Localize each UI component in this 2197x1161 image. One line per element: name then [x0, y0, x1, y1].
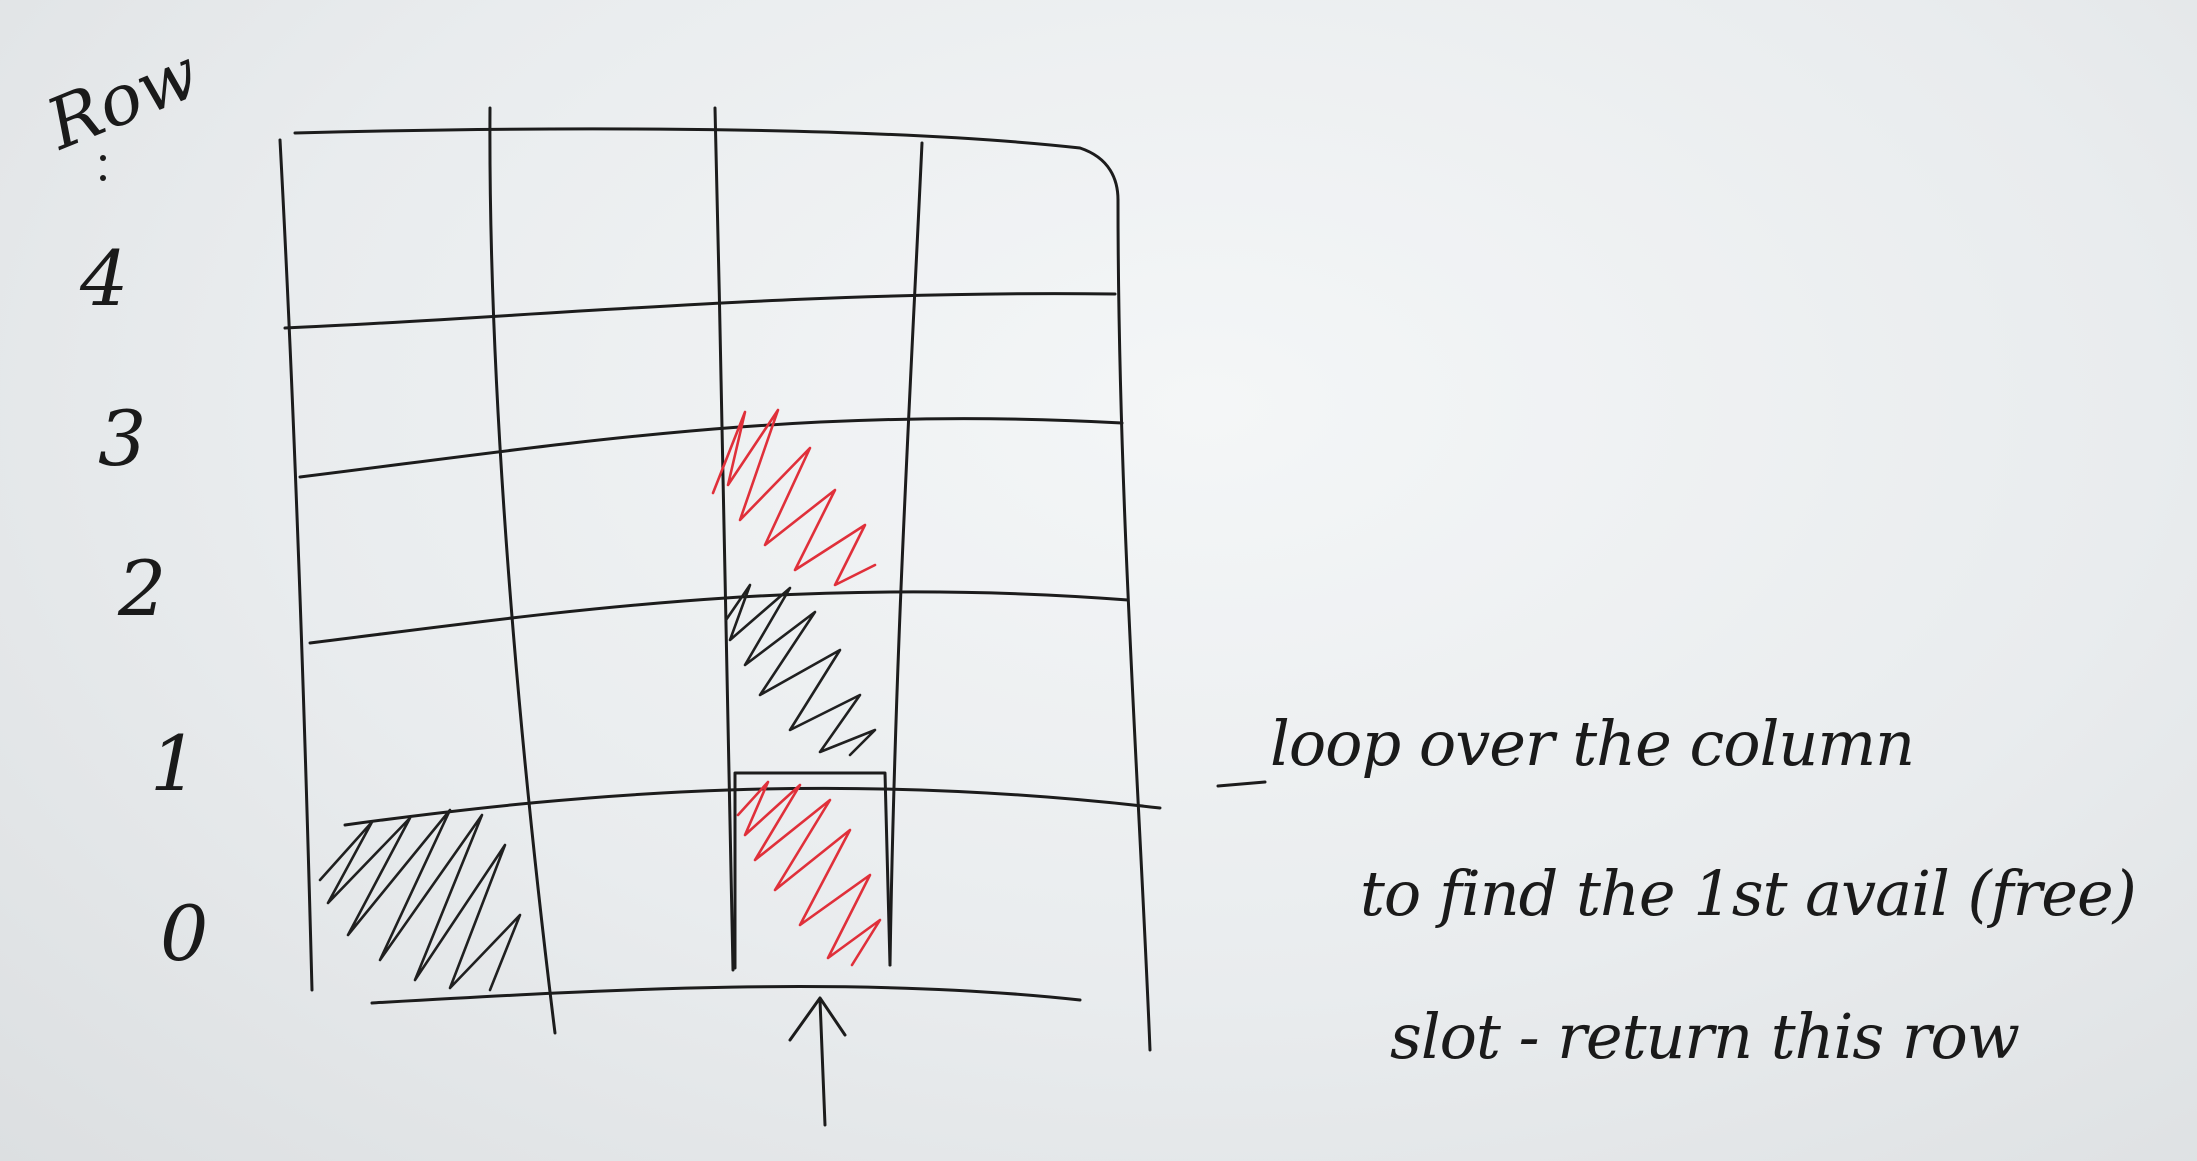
filled-cell-row-0-col-0 — [318, 808, 522, 992]
grid-line-col-3 — [888, 141, 924, 967]
highlight-box — [733, 771, 892, 970]
row-label-1: 1 — [150, 719, 198, 808]
note-dash — [1216, 780, 1267, 788]
arrow-up-icon — [788, 996, 847, 1127]
row-labels: 4 3 2 1 0 — [79, 234, 208, 978]
grid-right-edge — [1116, 198, 1152, 1052]
grid-line-row-3 — [298, 417, 1124, 479]
note-line-1: loop over the column — [1270, 707, 1914, 780]
row-label-4: 4 — [79, 234, 128, 323]
row-label-2: 2 — [117, 544, 166, 633]
note-line-2: to find the 1st avail (free) — [1360, 857, 2136, 930]
filled-cell-row-2-col-2 — [711, 408, 877, 587]
grid-line-col-1 — [488, 106, 557, 1035]
filled-cell-row-1-col-2 — [724, 583, 877, 757]
row-label-3: 3 — [98, 394, 146, 483]
grid-line-row-1 — [343, 786, 1162, 827]
grid-line-col-2 — [713, 106, 735, 972]
grid — [278, 106, 1162, 1052]
row-label-0: 0 — [160, 889, 208, 978]
grid-left-edge — [278, 138, 314, 992]
row-axis-title: Row — [34, 32, 210, 167]
ellipsis-dots — [100, 155, 106, 181]
filled-cell-row-0-col-2 — [736, 780, 882, 967]
grid-line-row-4 — [283, 292, 1117, 330]
grid-bottom-edge — [370, 985, 1082, 1005]
grid-top-edge — [293, 127, 1120, 202]
note: loop over the column to find the 1st ava… — [1216, 707, 2137, 1073]
grid-line-row-2 — [308, 590, 1130, 645]
note-line-3: slot - return this row — [1390, 1000, 2019, 1073]
